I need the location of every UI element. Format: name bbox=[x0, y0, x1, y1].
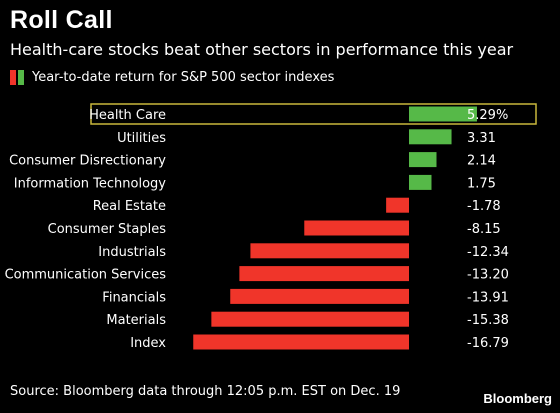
category-label: Consumer Staples bbox=[48, 222, 167, 237]
bar-utilities bbox=[409, 129, 452, 145]
chart-title: Roll Call bbox=[10, 6, 113, 34]
bar-real-estate bbox=[386, 197, 409, 213]
value-label: 5.29% bbox=[467, 108, 508, 123]
legend: Year-to-date return for S&P 500 sector i… bbox=[10, 70, 334, 85]
bar-consumer-staples bbox=[304, 220, 409, 236]
value-label: -16.79 bbox=[467, 336, 509, 351]
legend-negative-swatch bbox=[10, 70, 16, 85]
bar-communication-services bbox=[239, 266, 409, 282]
category-label: Financials bbox=[102, 290, 166, 305]
value-label: -12.34 bbox=[467, 245, 509, 260]
category-label: Index bbox=[130, 336, 166, 351]
category-label: Industrials bbox=[98, 245, 166, 260]
value-label: -13.20 bbox=[467, 268, 509, 283]
bar-industrials bbox=[250, 243, 409, 259]
category-label: Real Estate bbox=[93, 199, 166, 214]
category-label: Communication Services bbox=[5, 268, 167, 283]
chart-subtitle: Health-care stocks beat other sectors in… bbox=[10, 40, 514, 59]
bar-information-technology bbox=[409, 174, 432, 190]
bar-financials bbox=[230, 288, 409, 304]
value-label: -1.78 bbox=[467, 199, 501, 214]
bar-materials bbox=[211, 311, 409, 327]
highlight-box bbox=[90, 103, 537, 125]
value-label: -15.38 bbox=[467, 313, 509, 328]
category-label: Health Care bbox=[89, 108, 166, 123]
bloomberg-logo: Bloomberg bbox=[483, 391, 552, 406]
value-label: 3.31 bbox=[467, 131, 496, 146]
value-label: -8.15 bbox=[467, 222, 501, 237]
category-label: Information Technology bbox=[14, 176, 167, 191]
value-label: -13.91 bbox=[467, 290, 509, 305]
value-label: 2.14 bbox=[467, 154, 496, 169]
bar-consumer-disrectionary bbox=[409, 152, 437, 168]
category-label: Materials bbox=[106, 313, 166, 328]
value-label: 1.75 bbox=[467, 176, 496, 191]
category-label: Consumer Disrectionary bbox=[9, 154, 166, 169]
bar-index bbox=[193, 334, 409, 350]
source-note: Source: Bloomberg data through 12:05 p.m… bbox=[10, 384, 401, 399]
legend-positive-swatch bbox=[18, 70, 24, 85]
legend-label: Year-to-date return for S&P 500 sector i… bbox=[32, 70, 335, 85]
category-label: Utilities bbox=[117, 131, 166, 146]
bar-health-care bbox=[409, 106, 477, 122]
